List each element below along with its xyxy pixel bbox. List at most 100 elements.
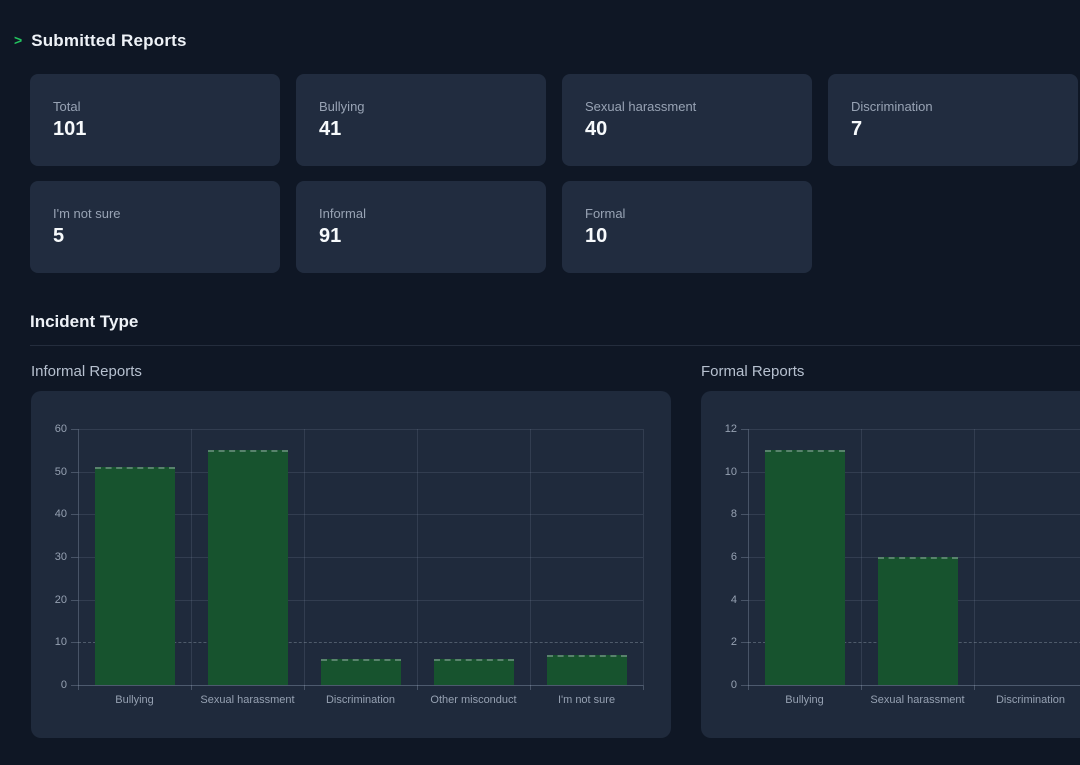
stat-value: 7: [851, 118, 863, 140]
y-tick-mark: [741, 429, 748, 430]
y-tick-mark: [741, 471, 748, 473]
y-tick-label: 10: [724, 465, 737, 478]
bar: [207, 450, 288, 685]
v-gridline: [304, 429, 305, 685]
h-gridline: [748, 471, 1080, 473]
stat-label: Informal: [319, 206, 366, 221]
stat-row-2: I'm not sure 5 Informal 91 Formal 10: [30, 181, 1080, 273]
charts-row: Informal Reports 0 10 20 30 40 50 60 Bullying Se…: [31, 363, 1080, 738]
y-tick-mark: [71, 557, 78, 558]
y-tick-label: 12: [724, 423, 737, 435]
stat-value: 41: [319, 118, 342, 140]
section-divider: [30, 345, 1080, 346]
x-category-label: Discrimination: [325, 694, 396, 706]
y-tick-label: 2: [730, 636, 737, 649]
v-gridline: [191, 429, 192, 685]
stat-label: Formal: [585, 206, 626, 221]
x-category-label: Bullying: [785, 694, 824, 706]
stat-card-informal: Informal 91: [296, 181, 546, 273]
v-gridline: [643, 429, 644, 685]
h-gridline: [78, 514, 643, 516]
x-tick-mark: [304, 685, 305, 690]
incident-type-heading: Incident Type: [30, 312, 139, 331]
h-gridline: [78, 642, 643, 644]
informal-reports-chart: 0 10 20 30 40 50 60 Bullying Sexual harassment Di…: [31, 391, 671, 738]
submitted-reports-header[interactable]: > Submitted Reports: [0, 0, 1080, 51]
x-category-label: Bullying: [115, 694, 154, 706]
v-gridline: [974, 429, 975, 685]
chevron-right-icon[interactable]: >: [14, 32, 23, 48]
stat-value: 101: [53, 118, 87, 140]
y-tick-label: 60: [54, 423, 67, 435]
y-tick-mark: [71, 429, 78, 430]
stat-label: I'm not sure: [53, 206, 121, 221]
stat-card-formal: Formal 10: [562, 181, 812, 273]
bar: [433, 659, 514, 685]
y-tick-mark: [741, 557, 748, 558]
x-category-label: Sexual harassment: [200, 694, 295, 706]
stat-row-1: Total 101 Bullying 41 Sexual harassment …: [30, 74, 1080, 166]
h-gridline: [78, 599, 643, 601]
page-title: Submitted Reports: [31, 31, 187, 50]
y-tick-mark: [71, 514, 78, 516]
stat-card-discrimination: Discrimination 7: [828, 74, 1078, 166]
h-gridline: [748, 514, 1080, 516]
x-tick-mark: [78, 685, 79, 690]
formal-reports-chart: 0 2 4 6 8 10 12 Bullying Sexual harassment Discri…: [701, 391, 1080, 738]
bar: [546, 655, 627, 685]
stat-value: 10: [585, 225, 608, 247]
y-tick-mark: [71, 685, 78, 686]
informal-reports-plot: 0 10 20 30 40 50 60 Bullying Sexual harassment Di…: [55, 423, 644, 706]
h-gridline: [78, 429, 643, 430]
bar: [877, 557, 958, 685]
y-tick-label: 0: [60, 679, 67, 691]
v-gridline: [417, 429, 418, 685]
informal-reports-chart-block: Informal Reports 0 10 20 30 40 50 60 Bullying Se…: [31, 363, 671, 738]
stat-label: Bullying: [319, 99, 365, 114]
x-category-label: Other misconduct: [430, 694, 517, 706]
stat-card-im-not-sure: I'm not sure 5: [30, 181, 280, 273]
y-tick-label: 0: [730, 679, 737, 691]
stat-label: Discrimination: [851, 99, 933, 114]
y-tick-mark: [71, 642, 78, 644]
stat-card-bullying: Bullying 41: [296, 74, 546, 166]
y-tick-mark: [741, 642, 748, 644]
x-tick-mark: [748, 685, 749, 690]
x-tick-mark: [861, 685, 862, 690]
y-tick-label: 20: [54, 593, 67, 606]
formal-reports-chart-title: Formal Reports: [701, 363, 805, 380]
bar: [320, 659, 401, 685]
y-tick-mark: [71, 599, 78, 601]
v-gridline: [748, 429, 749, 685]
informal-reports-chart-title: Informal Reports: [31, 363, 142, 380]
stat-cards-section: Total 101 Bullying 41 Sexual harassment …: [30, 74, 1080, 273]
dashboard-content: > Submitted Reports Total 101 Bullying 4…: [0, 0, 1080, 738]
x-category-label: I'm not sure: [557, 694, 616, 706]
y-tick-label: 50: [54, 465, 67, 478]
x-tick-mark: [974, 685, 975, 690]
x-category-label: Sexual harassment: [870, 694, 965, 706]
y-tick-mark: [71, 471, 78, 473]
h-gridline: [78, 471, 643, 473]
x-tick-mark: [643, 685, 644, 690]
stat-label: Sexual harassment: [585, 99, 697, 114]
h-gridline: [748, 685, 1080, 686]
x-category-label: Discrimination: [995, 694, 1066, 706]
x-tick-mark: [530, 685, 531, 690]
v-gridline: [78, 429, 79, 685]
h-gridline: [78, 557, 643, 558]
stat-value: 40: [585, 118, 608, 140]
x-tick-mark: [191, 685, 192, 690]
y-tick-label: 30: [54, 551, 67, 563]
stat-label: Total: [53, 99, 81, 114]
y-tick-mark: [741, 514, 748, 516]
y-tick-mark: [741, 599, 748, 601]
stat-value: 91: [319, 225, 342, 247]
bar: [94, 467, 175, 685]
y-tick-label: 10: [54, 636, 67, 649]
bar: [764, 450, 845, 685]
v-gridline: [530, 429, 531, 685]
stat-value: 5: [53, 225, 65, 247]
x-tick-mark: [417, 685, 418, 690]
